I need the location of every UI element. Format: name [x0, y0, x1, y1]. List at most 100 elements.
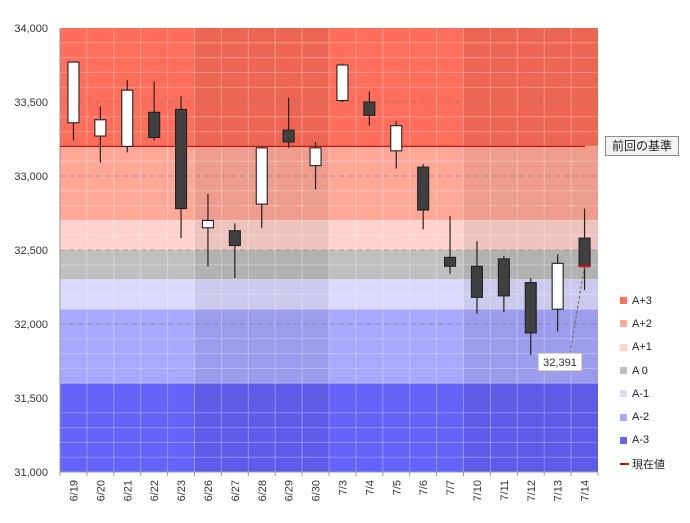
- y-tick-label: 31,000: [14, 467, 48, 479]
- y-tick-label: 32,000: [14, 319, 48, 331]
- candle: [255, 146, 268, 228]
- candle: [282, 97, 295, 148]
- band-A-3: [60, 383, 598, 472]
- legend-swatch: [620, 436, 627, 444]
- candle: [497, 255, 510, 313]
- candle: [443, 215, 457, 274]
- legend-label: A+3: [632, 294, 652, 307]
- legend: A+3 A+2 A+1 A 0 A-1 A-2 A-3 現在値: [620, 289, 688, 475]
- candle-body: [201, 219, 214, 229]
- x-tick-label: 7/3: [337, 480, 349, 495]
- reference-line-label: 前回の基準: [605, 136, 679, 156]
- candle-body: [578, 237, 591, 267]
- candle-body: [228, 230, 241, 247]
- legend-item-a-plus-3: A+3: [620, 289, 688, 312]
- band-A+1: [60, 220, 598, 250]
- candle: [228, 223, 241, 279]
- y-tick-label: 33,000: [14, 171, 48, 183]
- x-tick-label: 7/11: [499, 480, 511, 501]
- legend-swatch: [620, 343, 627, 351]
- x-tick-label: 7/5: [391, 480, 403, 495]
- legend-item-a-plus-2: A+2: [620, 312, 688, 335]
- x-tick-label: 7/10: [472, 480, 484, 501]
- legend-item-a-0: A 0: [620, 359, 688, 382]
- legend-item-a-minus-1: A-1: [620, 382, 688, 405]
- legend-item-a-plus-1: A+1: [620, 336, 688, 359]
- legend-line: [620, 462, 629, 465]
- candle-body: [524, 282, 537, 334]
- legend-label: 現在値: [632, 458, 665, 471]
- y-tick-label: 34,000: [14, 23, 48, 35]
- x-tick-label: 6/27: [230, 480, 242, 501]
- current-value-callout: 32,391: [537, 266, 586, 372]
- candle-body: [336, 64, 349, 102]
- x-tick-label: 6/30: [311, 480, 323, 501]
- y-tick-label: 33,500: [14, 97, 48, 109]
- candle-body: [497, 258, 510, 297]
- candle-body: [309, 147, 322, 167]
- legend-swatch: [620, 367, 627, 375]
- x-tick-label: 6/29: [284, 480, 296, 501]
- candle-body: [551, 262, 564, 310]
- y-axis-tick-labels: 31,000 31,500 32,000 32,500 33,000 33,500 34,0…: [14, 23, 48, 479]
- x-tick-label: 7/13: [553, 480, 565, 501]
- candle-body: [470, 265, 484, 298]
- x-tick-label: 6/26: [203, 480, 215, 501]
- candle: [67, 61, 80, 141]
- legend-label: A-2: [632, 411, 650, 424]
- legend-swatch: [620, 413, 627, 421]
- y-tick-label: 31,500: [14, 393, 48, 405]
- legend-label: A-3: [632, 434, 650, 447]
- legend-item-current-value: 現在値: [620, 452, 688, 475]
- current-value-label: 32,391: [543, 357, 577, 369]
- band-A-2: [60, 309, 598, 384]
- band-A+2: [60, 146, 598, 221]
- candle-body: [363, 101, 376, 116]
- candle-body: [443, 256, 457, 267]
- x-tick-label: 7/4: [364, 480, 376, 495]
- y-tick-label: 32,500: [14, 245, 48, 257]
- candle: [390, 121, 403, 169]
- candle: [121, 79, 134, 153]
- legend-label: A+1: [632, 341, 652, 354]
- legend-label: A+2: [632, 317, 652, 330]
- candle-body: [390, 125, 403, 152]
- candle-body: [67, 61, 80, 124]
- x-tick-label: 6/20: [95, 480, 107, 501]
- legend-swatch: [620, 390, 627, 398]
- candle: [524, 278, 537, 356]
- candle-body: [417, 166, 430, 211]
- candle: [551, 254, 564, 332]
- candle: [201, 193, 214, 267]
- legend-swatch: [620, 297, 627, 305]
- level-bands: [60, 28, 598, 472]
- candles: [67, 61, 591, 356]
- x-tick-label: 6/21: [122, 480, 134, 501]
- candle: [309, 141, 322, 190]
- candle: [336, 63, 349, 102]
- legend-item-a-minus-2: A-2: [620, 405, 688, 428]
- candle-body: [121, 89, 134, 147]
- legend-label: A 0: [632, 364, 648, 377]
- gridlines: [60, 28, 598, 472]
- candle-body: [255, 147, 268, 205]
- candle-body: [94, 119, 107, 137]
- legend-swatch: [620, 320, 627, 328]
- x-tick-label: 7/12: [526, 480, 538, 501]
- x-tick-label: 7/14: [580, 480, 592, 501]
- x-tick-label: 6/22: [149, 480, 161, 501]
- legend-item-a-minus-3: A-3: [620, 429, 688, 452]
- x-tick-label: 6/28: [257, 480, 269, 501]
- candle: [175, 96, 188, 239]
- x-tick-label: 6/19: [68, 480, 80, 501]
- candle-body: [175, 108, 188, 210]
- axes: [59, 28, 599, 476]
- candle: [363, 91, 376, 126]
- candle: [94, 106, 107, 163]
- candle: [470, 241, 484, 314]
- x-tick-label: 7/7: [445, 480, 457, 495]
- candle-body: [148, 111, 161, 139]
- candle: [417, 164, 430, 230]
- x-tick-label: 6/23: [176, 480, 188, 501]
